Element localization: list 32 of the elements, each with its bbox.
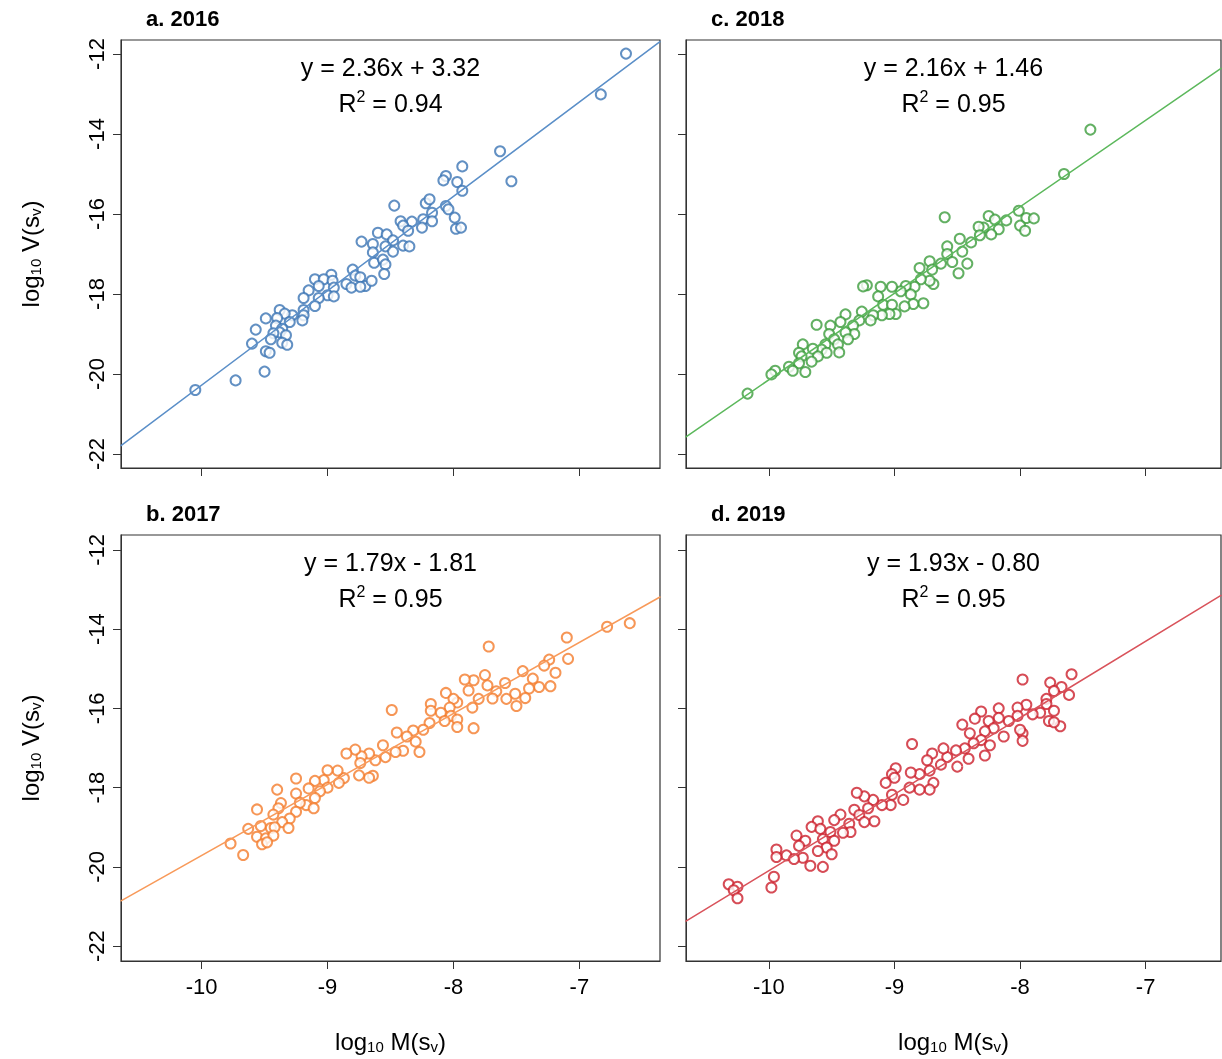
y-tick-label: -16 <box>83 198 109 230</box>
chart-title: a. 2016 <box>146 5 220 31</box>
chart-title: b. 2017 <box>146 500 221 526</box>
y-tick-label: -20 <box>83 358 109 390</box>
y-tick-label: -22 <box>83 438 109 470</box>
chart-title: d. 2019 <box>711 500 786 526</box>
x-tick-label: -8 <box>443 973 464 999</box>
y-tick-label: -14 <box>83 118 109 150</box>
x-axis-title: log10 M(sv) <box>335 1028 446 1055</box>
y-tick-label: -22 <box>83 930 109 963</box>
annotation: y = 1.93x - 0.80 <box>866 547 1041 576</box>
y-tick-label: -18 <box>83 771 109 804</box>
annotation: y = 2.36x + 3.32 <box>300 52 481 81</box>
x-tick-label: -10 <box>752 973 785 999</box>
annotation: y = 1.79x - 1.81 <box>303 547 478 576</box>
chart-title: c. 2018 <box>711 5 785 31</box>
x-tick-label: -7 <box>1135 973 1156 999</box>
y-axis-title: log10 V(sv) <box>17 694 44 802</box>
x-axis-title: log10 M(sv) <box>898 1028 1009 1055</box>
x-tick-label: -8 <box>1010 973 1030 999</box>
y-tick-label: -14 <box>83 613 109 646</box>
x-tick-label: -9 <box>884 973 905 999</box>
x-tick-label: -9 <box>317 973 338 999</box>
y-tick-label: -20 <box>83 850 109 883</box>
y-tick-label: -12 <box>83 533 109 566</box>
y-tick-label: -16 <box>83 692 109 725</box>
y-tick-label: -18 <box>83 278 109 310</box>
x-tick-label: -10 <box>185 973 218 999</box>
y-tick-label: -12 <box>83 38 109 70</box>
annotation: y = 2.16x + 1.46 <box>863 52 1044 81</box>
x-tick-label: -7 <box>569 973 590 999</box>
y-axis-title: log10 V(sv) <box>17 200 44 308</box>
